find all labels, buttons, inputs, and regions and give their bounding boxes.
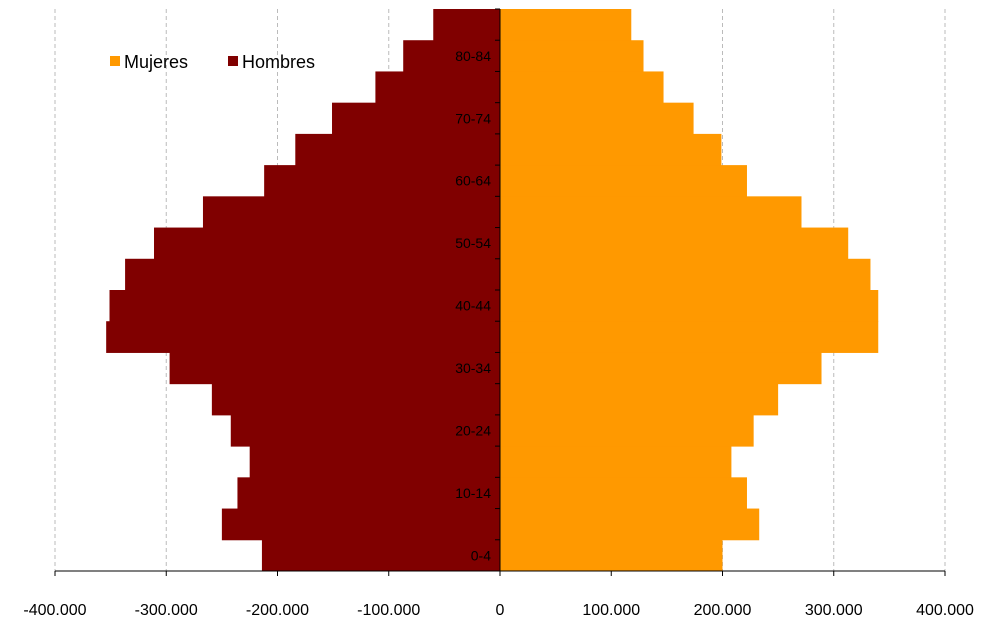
y-tick-label: 40-44 [455, 298, 491, 314]
x-tick-label: -100.000 [357, 602, 420, 619]
legend: Mujeres Hombres [110, 52, 315, 72]
y-tick-label: 70-74 [455, 110, 491, 126]
bar-mujeres-35-39 [500, 321, 879, 353]
bar-mujeres-5-9 [500, 508, 760, 541]
bar-mujeres-55-59 [500, 196, 802, 229]
y-tick-label: 20-24 [455, 423, 491, 439]
bar-mujeres-75-79 [500, 71, 664, 104]
x-tick-label: -300.000 [135, 602, 198, 619]
bar-mujeres-50-54 [500, 227, 849, 260]
bar-hombres-25-29 [211, 383, 501, 416]
bar-mujeres-65-69 [500, 133, 722, 166]
bar-hombres-30-34 [169, 352, 500, 385]
bar-mujeres-60-64 [500, 165, 747, 197]
bar-hombres-35-39 [106, 321, 501, 353]
bar-hombres-85+ [433, 9, 500, 41]
bar-mujeres-15-19 [500, 446, 732, 478]
x-tick-label: 100.000 [582, 602, 640, 619]
bar-mujeres-20-24 [500, 414, 754, 447]
bar-hombres-50-54 [154, 227, 500, 260]
bar-hombres-70-74 [332, 102, 500, 135]
bar-hombres-80-84 [403, 40, 500, 72]
x-tick-label: -400.000 [23, 602, 86, 619]
x-tick-label: 200.000 [694, 602, 752, 619]
bar-mujeres-25-29 [500, 383, 779, 416]
bar-hombres-0-4 [261, 539, 500, 572]
bar-mujeres-80-84 [500, 40, 644, 72]
bar-hombres-60-64 [264, 165, 500, 197]
bar-hombres-40-44 [109, 290, 500, 322]
bar-hombres-10-14 [237, 477, 500, 510]
x-tick-label: -200.000 [246, 602, 309, 619]
bar-mujeres-0-4 [500, 539, 723, 572]
bar-mujeres-70-74 [500, 102, 694, 135]
x-tick-label: 0 [496, 602, 505, 619]
y-tick-label: 10-14 [455, 485, 491, 501]
legend-label-hombres: Hombres [242, 52, 315, 72]
bar-hombres-55-59 [202, 196, 500, 229]
y-tick-label: 30-34 [455, 360, 491, 376]
bar-mujeres-45-49 [500, 258, 871, 291]
legend-label-mujeres: Mujeres [124, 52, 188, 72]
bar-hombres-20-24 [230, 414, 500, 447]
bars [106, 9, 879, 572]
bar-hombres-45-49 [125, 258, 501, 291]
bar-hombres-75-79 [375, 71, 500, 104]
bar-mujeres-40-44 [500, 290, 879, 322]
y-tick-label: 0-4 [471, 547, 491, 563]
category-labels: 0-4 10-14 20-24 30-34 40-44 50-54 60-64 70-74 80… [455, 48, 491, 564]
y-tick-label: 50-54 [455, 235, 491, 251]
x-tick-label: 400.000 [916, 602, 974, 619]
bar-hombres-65-69 [295, 133, 500, 166]
bar-mujeres-30-34 [500, 352, 822, 385]
y-tick-label: 80-84 [455, 48, 491, 64]
x-tick-label: 300.000 [805, 602, 863, 619]
legend-swatch-hombres [228, 56, 238, 66]
y-tick-label: 60-64 [455, 173, 491, 189]
legend-swatch-mujeres [110, 56, 120, 66]
bar-mujeres-10-14 [500, 477, 747, 510]
bar-hombres-15-19 [249, 446, 500, 478]
bar-mujeres-85+ [500, 9, 632, 41]
x-tick-labels: -400.000 -300.000 -200.000 -100.000 0 100.000… [23, 602, 974, 619]
axes [54, 8, 946, 576]
bar-hombres-5-9 [221, 508, 500, 541]
